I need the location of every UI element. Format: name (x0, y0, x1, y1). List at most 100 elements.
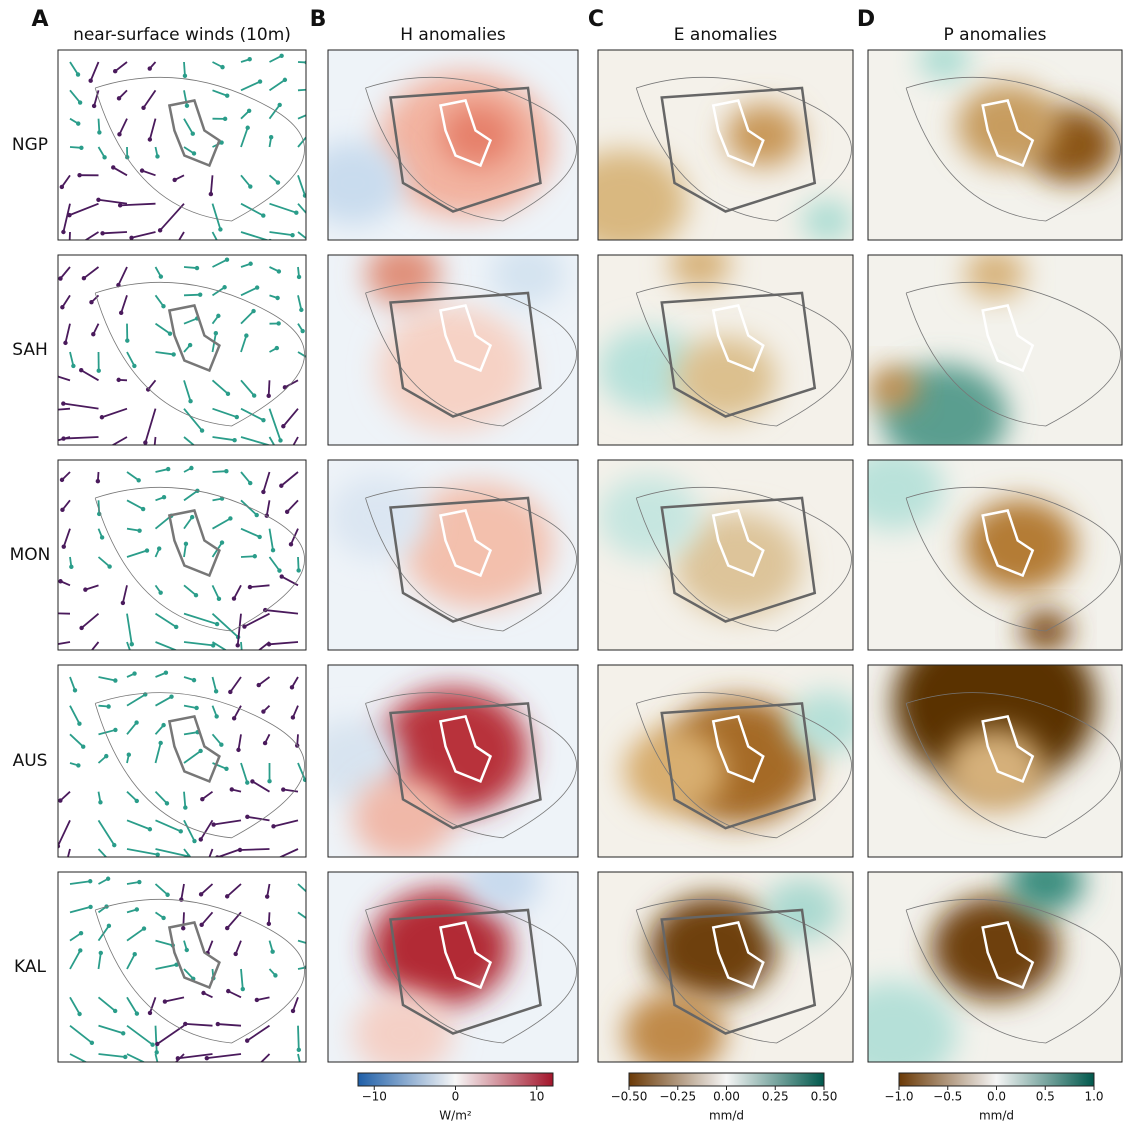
wind-arrow-head (150, 1043, 154, 1047)
wind-arrow-head (253, 554, 257, 558)
wind-arrow-head (205, 1056, 209, 1060)
wind-arrow-head (161, 723, 165, 727)
wind-arrow-head (158, 741, 162, 745)
map-content (56, 665, 308, 886)
row-label: NGP (12, 135, 48, 155)
wind-arrow-head (78, 948, 82, 952)
wind-arrow-head (117, 96, 121, 100)
wind-arrow (298, 89, 312, 90)
wind-arrow-head (79, 626, 83, 630)
wind-arrow-head (261, 709, 265, 713)
wind-arrow-head (255, 513, 259, 517)
panel-title: near-surface winds (10m) (73, 25, 291, 45)
map-panel (328, 243, 578, 445)
wind-arrow-head (211, 822, 215, 826)
wind-arrow-head (247, 57, 251, 61)
anomaly-field (789, 691, 866, 754)
wind-arrow-head (199, 923, 203, 927)
wind-arrow-head (140, 168, 144, 172)
wind-arrow-head (43, 442, 47, 446)
wind-arrow-head (311, 943, 315, 947)
wind-arrow-head (255, 998, 259, 1002)
map-panel (598, 872, 853, 1075)
panel-letter: B (310, 7, 327, 32)
colorbar-tick-label: 0.25 (762, 1090, 789, 1104)
wind-arrow-head (61, 401, 65, 405)
wind-arrow-head (285, 510, 289, 514)
wind-arrow-head (113, 69, 117, 73)
wind-arrow-head (200, 797, 204, 801)
wind-arrow-head (185, 104, 189, 108)
wind-arrow-head (245, 780, 249, 784)
wind-arrow-head (181, 926, 185, 930)
anomaly-field (303, 141, 403, 225)
map-content (598, 460, 853, 650)
wind-arrow-head (63, 341, 67, 345)
anomaly-field (965, 500, 1077, 592)
wind-arrow-head (37, 645, 41, 649)
wind-arrow-head (201, 991, 205, 995)
wind-arrow-head (267, 642, 271, 646)
panel-title: E anomalies (674, 25, 778, 45)
anomaly-field (441, 104, 516, 167)
wind-arrow-head (192, 151, 196, 155)
anomaly-field (560, 150, 688, 255)
map-panel (598, 239, 853, 445)
anomaly-field (957, 84, 1059, 168)
wind-arrow-head (307, 132, 311, 136)
wind-arrow-head (242, 1077, 246, 1081)
row-label: KAL (14, 957, 46, 977)
colorbar-tick-label: 0.0 (987, 1090, 1006, 1104)
wind-arrow-head (198, 749, 202, 753)
wind-arrow-head (99, 951, 103, 955)
wind-arrow-head (267, 922, 271, 926)
wind-arrow-head (304, 60, 308, 64)
wind-arrow-head (232, 596, 236, 600)
wind-arrow-head (58, 798, 62, 802)
map-panel (598, 460, 853, 650)
wind-arrow-head (58, 579, 62, 583)
wind-arrow-head (183, 805, 187, 809)
wind-arrow-head (102, 155, 106, 159)
wind-arrow-head (228, 516, 232, 520)
wind-arrow (156, 1026, 157, 1053)
anomaly-field (1008, 850, 1084, 913)
wind-arrow-head (125, 338, 129, 342)
wind-arrow-head (290, 233, 294, 237)
panel-letter: C (588, 7, 604, 32)
map-panel (56, 665, 308, 886)
wind-arrow-head (79, 368, 83, 372)
wind-arrow-head (60, 305, 64, 309)
wind-arrow-head (42, 409, 46, 413)
wind-arrow-head (248, 481, 252, 485)
row-label: MON (10, 545, 51, 565)
wind-arrow-head (101, 448, 105, 452)
wind-arrow-head (161, 304, 165, 308)
wind-arrow-head (116, 378, 120, 382)
wind-arrow-head (225, 894, 229, 898)
wind-arrow-head (192, 678, 196, 682)
map-panel (37, 460, 306, 677)
wind-arrow-head (233, 952, 237, 956)
wind-arrow-head (310, 87, 314, 91)
wind-arrow-head (269, 135, 273, 139)
wind-arrow-head (313, 221, 317, 225)
wind-arrow-head (235, 415, 239, 419)
anomaly-field (802, 200, 853, 242)
wind-arrow-head (121, 1031, 125, 1035)
colorbar-tick-label: −10 (362, 1090, 387, 1104)
wind-arrow-head (107, 924, 111, 928)
wind-arrow-head (195, 266, 199, 270)
map-panel (42, 255, 310, 469)
colorbar (358, 1073, 553, 1086)
wind-arrow-head (81, 745, 85, 749)
wind-arrow-head (137, 528, 141, 532)
wind-arrow-head (88, 79, 92, 83)
wind-arrow-head (165, 801, 169, 805)
colorbar (899, 1073, 1094, 1086)
wind-arrow-head (248, 184, 252, 188)
map-content (598, 239, 853, 445)
wind-arrow-head (194, 706, 198, 710)
wind-arrow-head (134, 720, 138, 724)
wind-arrow-head (230, 787, 234, 791)
